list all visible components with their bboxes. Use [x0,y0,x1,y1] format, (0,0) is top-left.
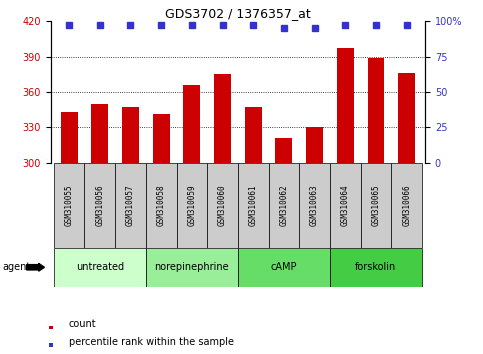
Text: GSM310066: GSM310066 [402,184,411,226]
Bar [61,112,78,163]
Bar [330,163,361,248]
Bar [269,163,299,248]
Text: untreated: untreated [76,262,124,272]
Bar [299,163,330,248]
Text: count: count [69,319,96,329]
Bar [49,343,54,347]
Bar [49,326,54,329]
Text: cAMP: cAMP [270,262,297,272]
Bar [238,248,330,287]
Bar [54,248,146,287]
Bar [146,248,238,287]
Bar [115,163,146,248]
Bar [245,107,262,163]
Bar [337,48,354,163]
Text: GSM310057: GSM310057 [126,184,135,226]
Bar [122,107,139,163]
Bar [275,138,292,163]
Text: GSM310060: GSM310060 [218,184,227,226]
Text: GSM310055: GSM310055 [65,184,73,226]
Bar [146,163,176,248]
Bar [330,248,422,287]
Text: percentile rank within the sample: percentile rank within the sample [69,337,234,347]
Bar [368,58,384,163]
Text: agent: agent [2,262,30,272]
Bar [361,163,391,248]
Text: norepinephrine: norepinephrine [155,262,229,272]
Bar [91,104,108,163]
Text: GSM310064: GSM310064 [341,184,350,226]
Bar [207,163,238,248]
Bar [54,163,85,248]
Bar [391,163,422,248]
Bar [214,74,231,163]
Text: GSM310056: GSM310056 [95,184,104,226]
Text: GSM310059: GSM310059 [187,184,197,226]
Text: GSM310058: GSM310058 [156,184,166,226]
Text: GSM310061: GSM310061 [249,184,258,226]
Bar [153,114,170,163]
Bar [184,85,200,163]
Bar [85,163,115,248]
Text: GSM310062: GSM310062 [279,184,288,226]
Title: GDS3702 / 1376357_at: GDS3702 / 1376357_at [165,7,311,20]
Bar [398,73,415,163]
Bar [176,163,207,248]
Bar [238,163,269,248]
Bar [306,127,323,163]
Text: GSM310063: GSM310063 [310,184,319,226]
Text: forskolin: forskolin [355,262,397,272]
Text: GSM310065: GSM310065 [371,184,381,226]
